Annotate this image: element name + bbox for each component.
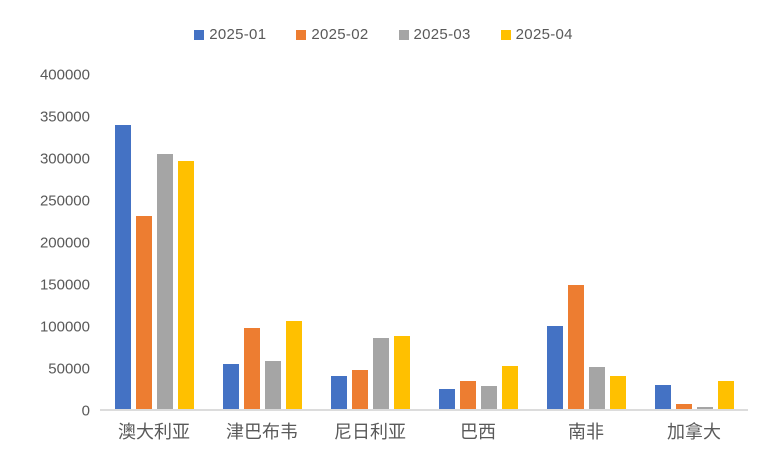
legend-marker-icon bbox=[194, 29, 205, 40]
y-tick-label: 0 bbox=[81, 402, 90, 420]
y-tick-label: 350000 bbox=[39, 108, 90, 126]
bar-2025-01-南非 bbox=[546, 325, 563, 409]
x-axis-label-巴西: 巴西 bbox=[460, 422, 496, 442]
bar-group-津巴布韦 bbox=[208, 75, 316, 409]
legend-item-2025-03: 2025-03 bbox=[398, 26, 471, 43]
y-tick-label: 150000 bbox=[39, 276, 90, 294]
chart-legend: 2025-01 2025-02 2025-03 2025-04 bbox=[0, 27, 767, 42]
legend-label: 2025-01 bbox=[209, 26, 267, 43]
bar-2025-01-津巴布韦 bbox=[222, 363, 239, 409]
bar-group-南非 bbox=[532, 75, 640, 409]
legend-label: 2025-04 bbox=[515, 26, 573, 43]
bar-group-尼日利亚 bbox=[316, 75, 424, 409]
legend-item-2025-04: 2025-04 bbox=[500, 26, 573, 43]
x-axis-label-澳大利亚: 澳大利亚 bbox=[118, 422, 190, 442]
x-axis-label-尼日利亚: 尼日利亚 bbox=[334, 422, 406, 442]
bar-groups bbox=[100, 75, 748, 409]
legend-label: 2025-03 bbox=[413, 26, 471, 43]
bar-2025-03-澳大利亚 bbox=[156, 153, 173, 409]
bar-2025-04-加拿大 bbox=[717, 381, 734, 409]
bar-2025-04-澳大利亚 bbox=[177, 161, 194, 409]
y-tick-label: 300000 bbox=[39, 150, 90, 168]
bar-group-加拿大 bbox=[640, 75, 748, 409]
bar-2025-01-澳大利亚 bbox=[114, 125, 131, 409]
bar-2025-03-津巴布韦 bbox=[264, 360, 281, 409]
legend-label: 2025-02 bbox=[311, 26, 369, 43]
legend-item-2025-01: 2025-01 bbox=[194, 27, 266, 42]
x-axis-label-南非: 南非 bbox=[568, 422, 604, 442]
legend-item-2025-02: 2025-02 bbox=[296, 27, 368, 42]
y-tick-label: 200000 bbox=[39, 234, 90, 252]
bar-2025-02-巴西 bbox=[459, 381, 476, 409]
y-tick-label: 400000 bbox=[39, 66, 90, 84]
bar-2025-02-津巴布韦 bbox=[243, 328, 260, 409]
bar-2025-01-加拿大 bbox=[654, 384, 671, 409]
bar-2025-04-尼日利亚 bbox=[393, 335, 410, 409]
bar-2025-01-尼日利亚 bbox=[330, 376, 347, 409]
bar-2025-02-加拿大 bbox=[675, 404, 692, 409]
y-axis: 0 50000 100000 150000 200000 250000 300000 3500… bbox=[0, 68, 90, 419]
bar-group-澳大利亚 bbox=[100, 75, 208, 409]
bar-2025-04-南非 bbox=[609, 376, 626, 409]
x-axis-label-津巴布韦: 津巴布韦 bbox=[226, 422, 298, 442]
legend-marker-icon bbox=[296, 29, 307, 40]
bar-2025-01-巴西 bbox=[438, 388, 455, 409]
x-axis-label-加拿大: 加拿大 bbox=[667, 422, 721, 442]
x-axis-labels: 澳大利亚 津巴布韦 尼日利亚 巴西 南非 加拿大 bbox=[100, 422, 748, 444]
bar-group-巴西 bbox=[424, 75, 532, 409]
plot-area bbox=[100, 75, 748, 411]
y-tick-label: 250000 bbox=[39, 192, 90, 210]
bar-2025-04-津巴布韦 bbox=[285, 321, 302, 409]
bar-2025-02-澳大利亚 bbox=[135, 216, 152, 409]
bar-2025-02-南非 bbox=[567, 285, 584, 409]
y-tick-label: 100000 bbox=[39, 318, 90, 336]
bar-2025-04-巴西 bbox=[501, 365, 518, 409]
bar-2025-03-南非 bbox=[588, 367, 605, 409]
bar-2025-03-巴西 bbox=[480, 385, 497, 409]
bar-2025-02-尼日利亚 bbox=[351, 369, 368, 409]
legend-marker-icon bbox=[398, 29, 409, 40]
legend-marker-icon bbox=[500, 29, 511, 40]
y-tick-label: 50000 bbox=[48, 360, 90, 378]
bar-2025-03-加拿大 bbox=[696, 407, 713, 409]
bar-2025-03-尼日利亚 bbox=[372, 338, 389, 409]
